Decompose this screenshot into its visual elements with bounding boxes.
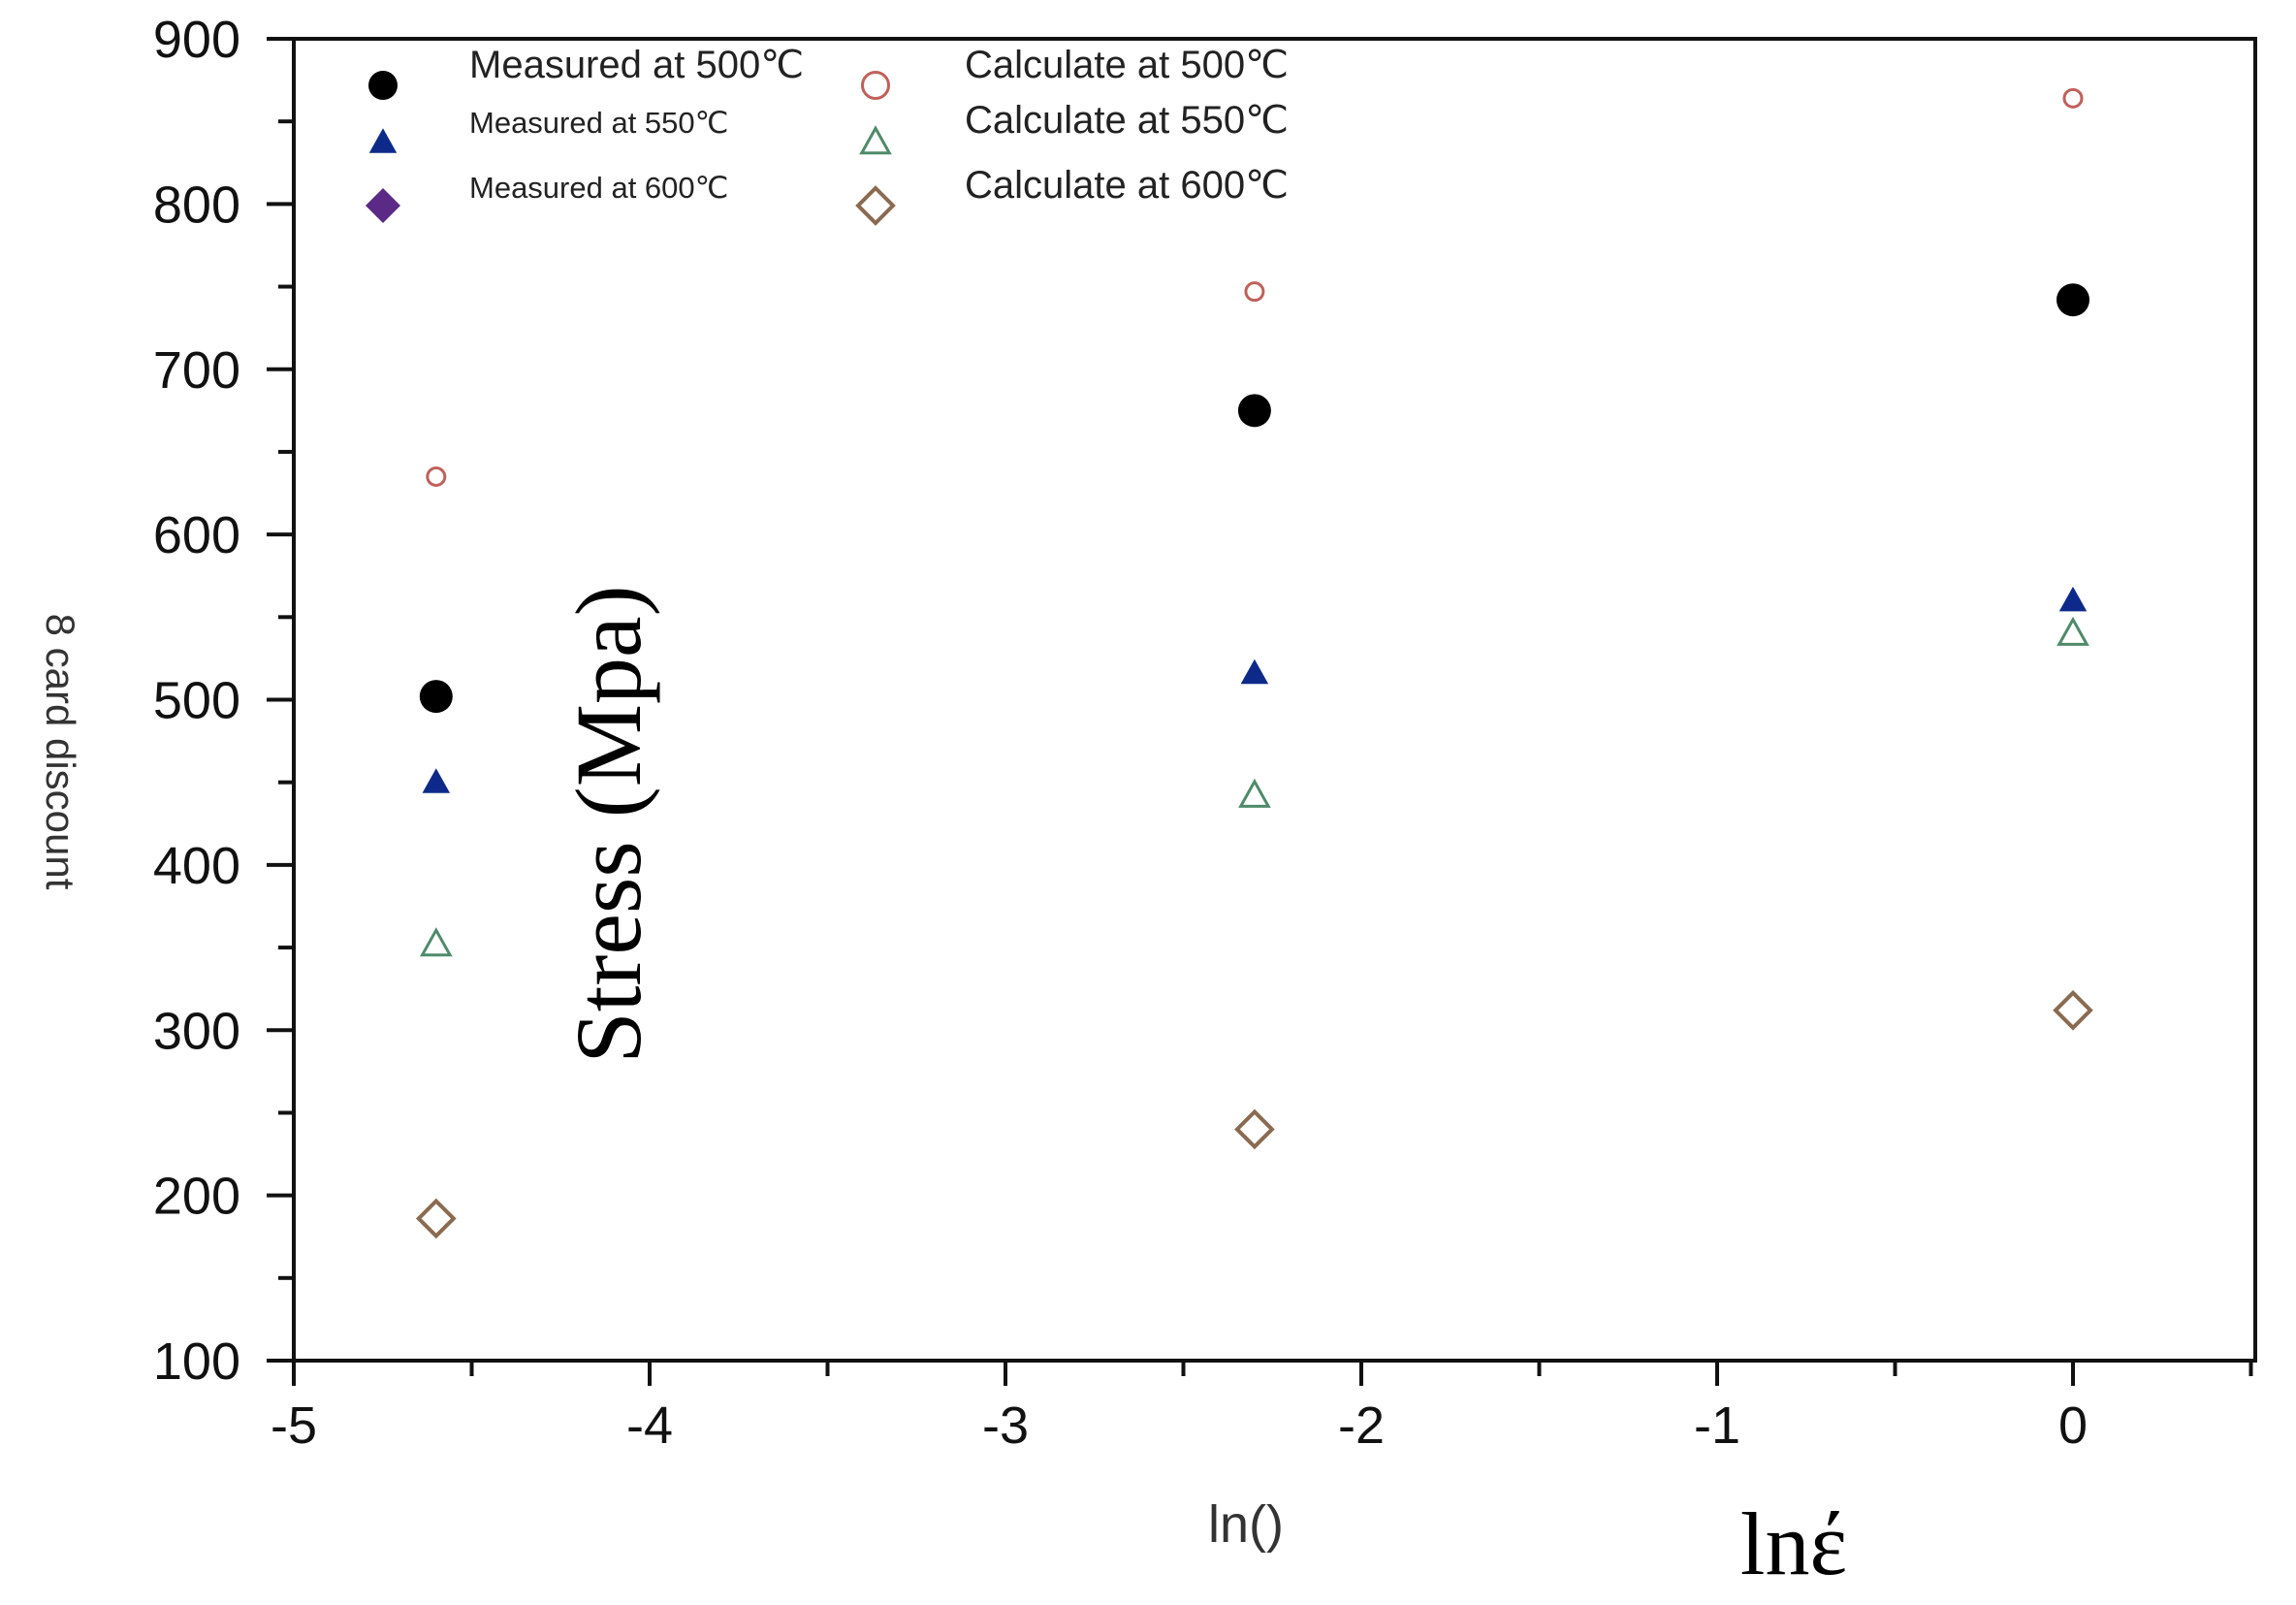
data-point: [1244, 281, 1265, 303]
data-point: [2062, 87, 2084, 109]
data-point: [419, 927, 453, 957]
legend-label: Calculate at 600℃: [965, 164, 1289, 207]
y-tick-label: 300: [153, 1002, 240, 1060]
data-point: [415, 1198, 457, 1239]
data-point: [1238, 778, 1271, 808]
data-point: [1237, 394, 1271, 428]
data-points-layer: [415, 87, 2093, 1239]
legend-label: Calculate at 500℃: [965, 44, 1289, 86]
data-point: [426, 465, 447, 487]
x-tick-label: -3: [982, 1396, 1029, 1455]
legend-label: Calculate at 550℃: [965, 99, 1289, 142]
y-tick-label: 900: [153, 11, 240, 69]
y-axis-overlay-label: Stress (Mpa): [557, 585, 660, 1063]
data-point: [1234, 1108, 1275, 1150]
y-tick-label: 400: [153, 837, 240, 895]
y-tick-label: 100: [153, 1332, 240, 1391]
x-tick-label: 0: [2058, 1396, 2088, 1455]
data-point: [422, 768, 451, 793]
x-axis-label: ln(): [1208, 1495, 1284, 1554]
y-tick-label: 500: [153, 672, 240, 730]
x-tick-label: -5: [271, 1396, 317, 1455]
data-point: [2057, 283, 2089, 317]
data-point: [2057, 616, 2089, 646]
y-axis-label: 8 card discount: [38, 614, 83, 890]
legend-marker: [855, 185, 896, 226]
x-tick-label: -2: [1338, 1396, 1385, 1455]
x-tick-label: -1: [1694, 1396, 1740, 1455]
legend-marker: [859, 125, 892, 155]
y-tick-label: 700: [153, 341, 240, 400]
legend-marker: [861, 71, 890, 100]
x-tick-label: -4: [626, 1396, 673, 1455]
legend-marker: [366, 188, 400, 223]
legend: Measured at 500℃ Measured at 550℃ Measured…: [366, 44, 1289, 226]
legend-label: Measured at 500℃: [469, 44, 804, 86]
legend-marker: [368, 71, 398, 100]
data-point: [2053, 989, 2093, 1031]
legend-label: Measured at 600℃: [469, 171, 728, 205]
y-tick-label: 200: [153, 1168, 240, 1226]
y-tick-label: 800: [153, 176, 240, 234]
data-point: [1240, 658, 1269, 685]
data-point: [419, 680, 453, 714]
tick-layer: 900 800 700 600 500 400 300 200 100 -5 -4 -3 -2 -1 0: [153, 11, 2253, 1455]
x-axis-overlay-label: lnέ: [1740, 1494, 1847, 1593]
legend-marker: [368, 128, 398, 153]
legend-label: Measured at 550℃: [469, 106, 728, 140]
data-point: [2058, 586, 2088, 612]
y-tick-label: 600: [153, 506, 240, 564]
